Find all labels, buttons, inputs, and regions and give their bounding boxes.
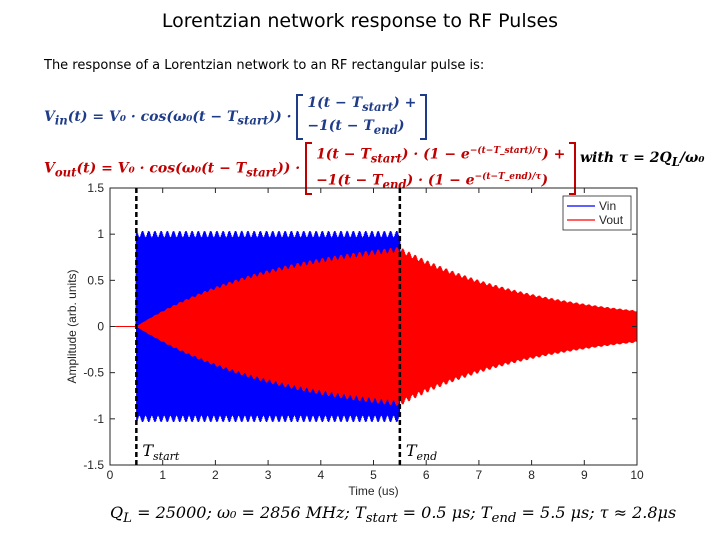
- marker-label-start: Tstart: [142, 441, 180, 463]
- x-tick-label: 5: [370, 468, 377, 482]
- x-axis-label: Time (us): [348, 484, 398, 498]
- y-tick-label: 0: [97, 320, 104, 334]
- series-vout: [110, 247, 638, 406]
- legend-label-vout: Vout: [599, 213, 624, 227]
- intro-text: The response of a Lorentzian network to …: [44, 58, 485, 73]
- x-tick-label: 10: [630, 468, 644, 482]
- x-tick-label: 3: [265, 468, 272, 482]
- y-tick-label: -1.5: [83, 458, 104, 472]
- legend-box: [562, 195, 632, 231]
- y-axis-label: Amplitude (arb. units): [65, 269, 79, 383]
- x-tick-label: 6: [423, 468, 430, 482]
- y-tick-label: 1.5: [87, 181, 104, 195]
- slide-title: Lorentzian network response to RF Pulses: [161, 10, 559, 32]
- tau-definition: with τ = 2QL/ω₀: [580, 150, 705, 169]
- axes: 0 1 2 3 4 5 6 7 8 9 10 -1.5 -1 -0.5 0 0.5 1 1.5 Time (us) A…: [65, 181, 644, 498]
- x-tick-label: 2: [212, 468, 219, 482]
- plot-area: [110, 230, 638, 423]
- x-tick-label: 9: [581, 468, 588, 482]
- x-tick-label: 8: [528, 468, 535, 482]
- parameters-footer: QL = 25000; ω₀ = 2856 MHz; Tstart = 0.5 …: [110, 503, 677, 527]
- pulse-markers: Tstart Tend: [135, 188, 437, 465]
- vin-bracket: 1(t − Tstart) + −1(t − Tend): [296, 94, 428, 140]
- y-tick-label: 1: [97, 227, 104, 241]
- x-tick-label: 1: [159, 468, 166, 482]
- y-tick-label: 0.5: [87, 273, 104, 287]
- x-tick-label: 0: [107, 468, 114, 482]
- y-tick-label: -1: [93, 412, 104, 426]
- marker-label-end: Tend: [406, 441, 437, 463]
- x-tick-label: 7: [476, 468, 483, 482]
- y-tick-label: -0.5: [83, 366, 104, 380]
- x-tick-label: 4: [317, 468, 324, 482]
- vin-equation: Vin(t) = V₀ · cos(ω₀(t − Tstart)) · 1(t …: [44, 94, 428, 140]
- legend-label-vin: Vin: [599, 199, 616, 213]
